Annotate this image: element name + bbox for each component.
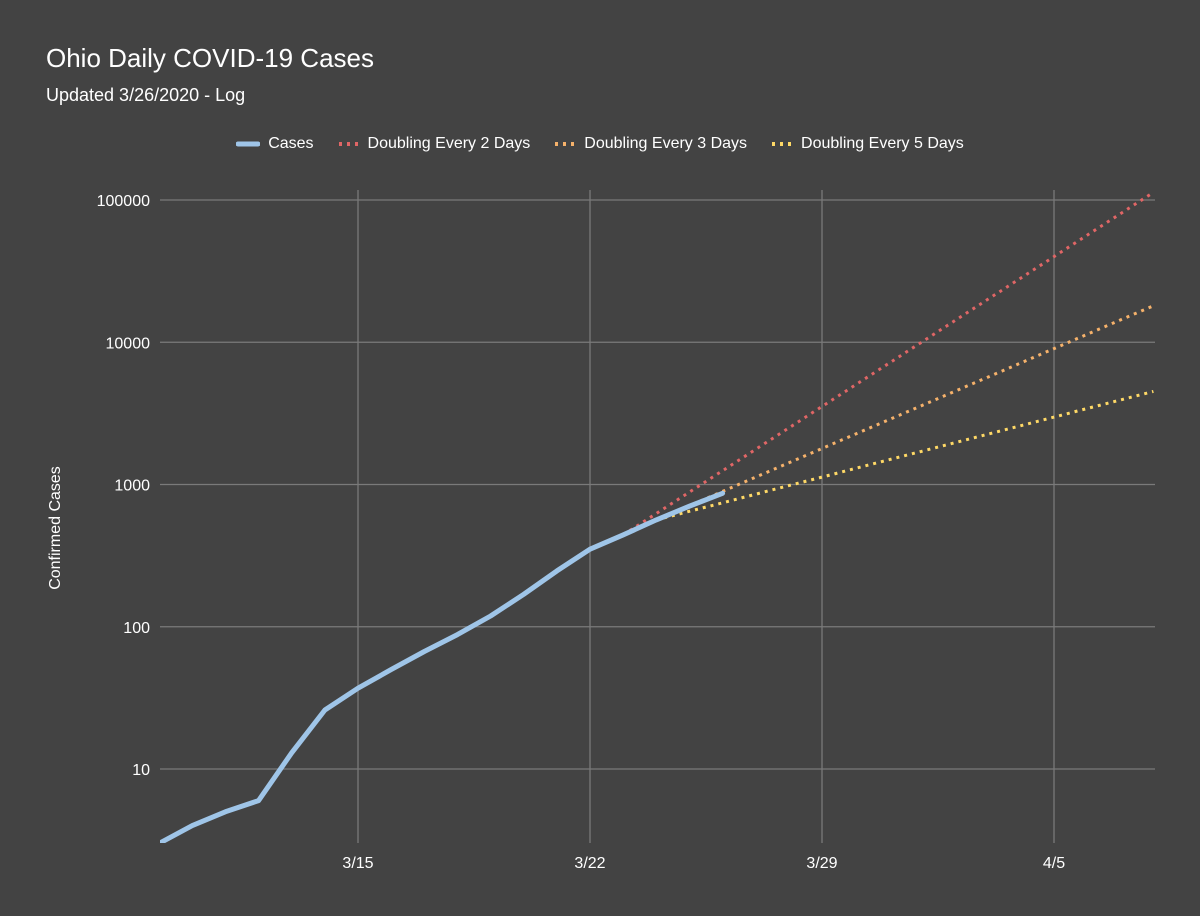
series-line-cases: [160, 490, 726, 843]
x-tick-label-3-22: 3/22: [574, 855, 605, 872]
legend-item-doubling-2[interactable]: Doubling Every 2 Days: [336, 134, 531, 154]
legend-label-doubling-2: Doubling Every 2 Days: [367, 135, 531, 152]
y-tick-label-1000: 1000: [114, 478, 150, 495]
legend-swatch-cases: [236, 141, 261, 147]
legend-label-cases: Cases: [268, 135, 314, 152]
chart-subtitle: Updated 3/26/2020 - Log: [46, 85, 246, 105]
legend-swatch-doubling-3: [555, 142, 575, 146]
x-tick-label-3-15: 3/15: [342, 855, 373, 872]
legend-swatch-doubling-5: [772, 142, 792, 146]
x-tick-label-3-29: 3/29: [806, 855, 837, 872]
series-line-doubling-2: [622, 191, 1155, 537]
chart-legend: Cases Doubling Every 2 Days Doubling Eve…: [0, 134, 1200, 154]
chart-title: Ohio Daily COVID-19 Cases: [46, 43, 374, 73]
y-tick-label-10: 10: [132, 762, 150, 779]
legend-item-doubling-3[interactable]: Doubling Every 3 Days: [552, 134, 747, 154]
legend-item-doubling-5[interactable]: Doubling Every 5 Days: [769, 134, 964, 154]
x-tick-label-4-5: 4/5: [1043, 855, 1065, 872]
legend-label-doubling-5: Doubling Every 5 Days: [801, 135, 964, 152]
series-line-doubling-3: [655, 304, 1154, 522]
y-tick-label-100: 100: [123, 620, 150, 637]
legend-swatch-doubling-2: [338, 142, 358, 146]
series-group: [160, 191, 1155, 843]
series-line-doubling-5: [655, 389, 1154, 522]
legend-item-cases[interactable]: Cases: [236, 134, 314, 154]
y-tick-label-10000: 10000: [106, 335, 151, 352]
legend-label-doubling-3: Doubling Every 3 Days: [584, 135, 748, 152]
y-tick-label-100000: 100000: [97, 193, 150, 210]
